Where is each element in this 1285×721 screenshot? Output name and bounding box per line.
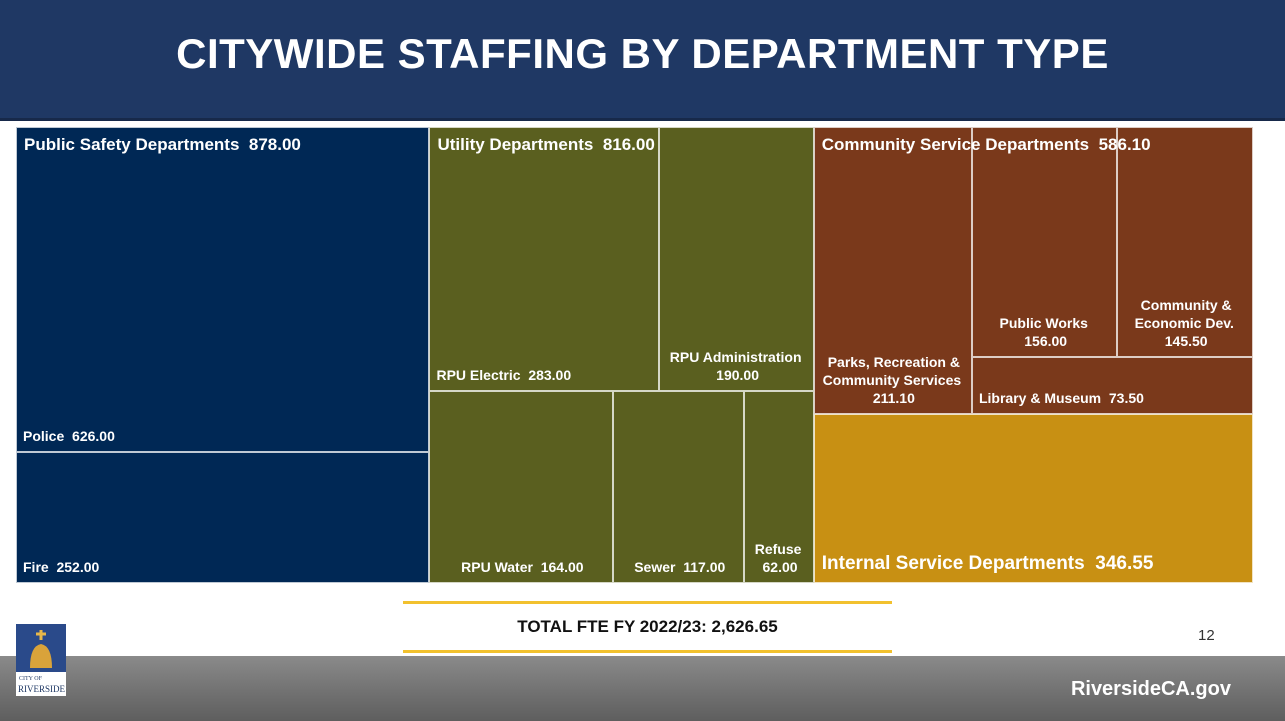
logo-text: RIVERSIDE bbox=[18, 684, 66, 694]
leaf-cell: Refuse 62.00 bbox=[744, 391, 814, 583]
chart-title: CITYWIDE STAFFING BY DEPARTMENT TYPE bbox=[176, 30, 1109, 77]
leaf-label: RPU Administration 190.00 bbox=[666, 348, 808, 384]
group-label: Utility Departments 816.00 bbox=[437, 135, 654, 155]
leaf-label: Library & Museum 73.50 bbox=[979, 389, 1248, 407]
leaf-cell: Sewer 117.00 bbox=[613, 391, 745, 583]
leaf-value: 117.00 bbox=[683, 558, 726, 575]
leaf-name: Library & Museum bbox=[978, 389, 1102, 406]
leaf-label: Community & Economic Dev. 145.50 bbox=[1124, 296, 1248, 350]
treemap: Police 626.00 Fire 252.00 RPU Electric 283… bbox=[16, 127, 1253, 583]
leaf-value: 252.00 bbox=[56, 558, 100, 575]
leaf-label: Police 626.00 bbox=[23, 427, 424, 445]
logo-text: CITY OF bbox=[19, 676, 43, 682]
leaf-cell: RPU Water 164.00 bbox=[429, 391, 614, 583]
group-name: Internal Service Departments bbox=[821, 553, 1085, 574]
leaf-name: Police bbox=[23, 428, 65, 445]
group-value: 346.55 bbox=[1095, 553, 1154, 574]
leaf-value: 145.50 bbox=[1164, 333, 1208, 350]
leaf-name: Sewer bbox=[634, 558, 676, 575]
leaf-name: Refuse bbox=[754, 540, 802, 557]
group-label: Community Service Departments 586.10 bbox=[822, 135, 1151, 155]
leaf-label: Fire 252.00 bbox=[23, 558, 424, 576]
leaf-cell: Parks, Recreation & Community Services 2… bbox=[813, 127, 972, 414]
footer: RiversideCA.gov bbox=[0, 656, 1285, 721]
leaf-value: 62.00 bbox=[762, 558, 798, 575]
group-cell bbox=[813, 413, 1253, 583]
logo-text-bg bbox=[16, 672, 66, 696]
leaf-cell: Fire 252.00 bbox=[16, 452, 430, 583]
leaf-cell: Police 626.00 bbox=[16, 127, 430, 453]
leaf-name: RPU Administration bbox=[669, 349, 802, 366]
leaf-cell: RPU Administration 190.00 bbox=[659, 127, 814, 392]
leaf-label: Public Works 156.00 bbox=[979, 314, 1112, 350]
leaf-value: 190.00 bbox=[716, 367, 759, 384]
group-value: 878.00 bbox=[248, 135, 301, 154]
leaf-value: 211.10 bbox=[872, 389, 915, 406]
group-name: Community Service Departments bbox=[821, 135, 1090, 154]
leaf-name: RPU Water bbox=[461, 558, 533, 575]
leaf-label: RPU Electric 283.00 bbox=[436, 366, 654, 384]
logo: CITY OF RIVERSIDE bbox=[16, 624, 66, 696]
logo-cross bbox=[36, 630, 46, 640]
leaf-value: 283.00 bbox=[528, 367, 572, 384]
header: CITYWIDE STAFFING BY DEPARTMENT TYPE bbox=[0, 0, 1285, 121]
leaf-value: 73.50 bbox=[1108, 389, 1144, 406]
group-name: Utility Departments bbox=[437, 135, 594, 154]
leaf-name: Community & Economic Dev. bbox=[1134, 297, 1234, 332]
leaf-cell: RPU Electric 283.00 bbox=[429, 127, 660, 392]
leaf-name: RPU Electric bbox=[436, 367, 521, 384]
leaf-cell: Public Works 156.00 bbox=[971, 127, 1118, 358]
group-label: Internal Service Departments 346.55 bbox=[822, 553, 1154, 575]
total-label: TOTAL FTE FY 2022/23: 2,626.65 bbox=[403, 601, 892, 653]
group-value: 586.10 bbox=[1098, 135, 1151, 154]
leaf-cell: Community & Economic Dev. 145.50 bbox=[1117, 127, 1253, 358]
website: RiversideCA.gov bbox=[1070, 678, 1231, 700]
leaf-value: 164.00 bbox=[540, 558, 584, 575]
page-number: 12 bbox=[1198, 627, 1215, 644]
logo-bell bbox=[30, 644, 52, 668]
leaf-cell: Library & Museum 73.50 bbox=[971, 357, 1253, 414]
leaf-value: 156.00 bbox=[1024, 333, 1068, 350]
leaf-value: 626.00 bbox=[72, 428, 115, 445]
group-name: Public Safety Departments bbox=[24, 135, 240, 154]
group-value: 816.00 bbox=[602, 135, 655, 154]
leaf-label: Sewer 117.00 bbox=[620, 558, 739, 576]
leaf-label: RPU Water 164.00 bbox=[436, 558, 608, 576]
leaf-label: Parks, Recreation & Community Services 2… bbox=[821, 353, 967, 407]
leaf-label: Refuse 62.00 bbox=[751, 540, 808, 576]
leaf-name: Parks, Recreation & Community Services bbox=[822, 353, 962, 388]
leaf-name: Public Works bbox=[999, 315, 1088, 332]
group-label: Public Safety Departments 878.00 bbox=[24, 135, 301, 155]
leaf-name: Fire bbox=[23, 558, 49, 575]
